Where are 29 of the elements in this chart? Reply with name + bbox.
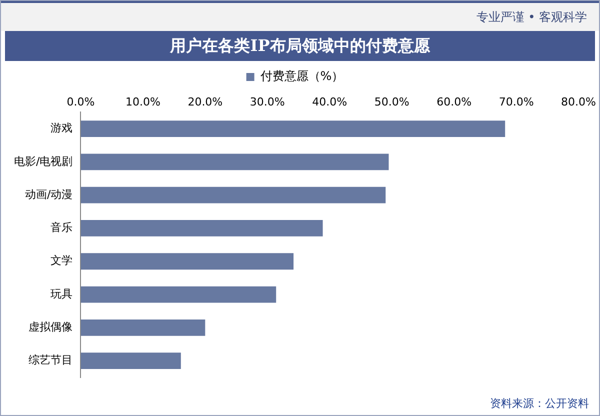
bar	[80, 120, 506, 137]
y-tick-label: 音乐	[50, 221, 73, 234]
x-tick-label: 20.0%	[188, 95, 223, 108]
text: 专业严谨 • 客观科学	[476, 8, 587, 26]
x-tick-label: 0.0%	[66, 95, 95, 108]
x-tick-label: 10.0%	[125, 95, 160, 108]
y-tick-label: 玩具	[50, 287, 73, 300]
bar	[80, 319, 206, 336]
x-tick-label: 80.0%	[561, 95, 596, 108]
legend-label: 付费意愿（%）	[259, 69, 344, 84]
bar	[80, 186, 386, 204]
x-tick-label: 30.0%	[250, 95, 285, 108]
bar	[80, 154, 389, 170]
bar	[80, 220, 323, 236]
bar	[80, 352, 181, 370]
x-tick-label: 40.0%	[312, 95, 348, 108]
x-tick-label: 70.0%	[498, 95, 534, 108]
chart-title: 用户在各类IP布局领域中的付费意愿	[5, 31, 595, 61]
y-tick-label: 游戏	[50, 122, 73, 135]
x-tick-label: 50.0%	[374, 95, 410, 108]
y-tick-label: 电影/电视剧	[14, 154, 73, 168]
y-tick-label: 综艺节目	[28, 354, 73, 367]
y-tick-label: 动画/动漫	[24, 188, 73, 201]
bar	[80, 253, 294, 270]
x-tick-label: 60.0%	[436, 95, 472, 108]
bar	[80, 286, 276, 303]
y-tick-label: 虚拟偶像	[28, 320, 73, 334]
text: 资料来源：公开资料	[490, 396, 589, 411]
y-tick-label: 文学	[50, 254, 73, 268]
